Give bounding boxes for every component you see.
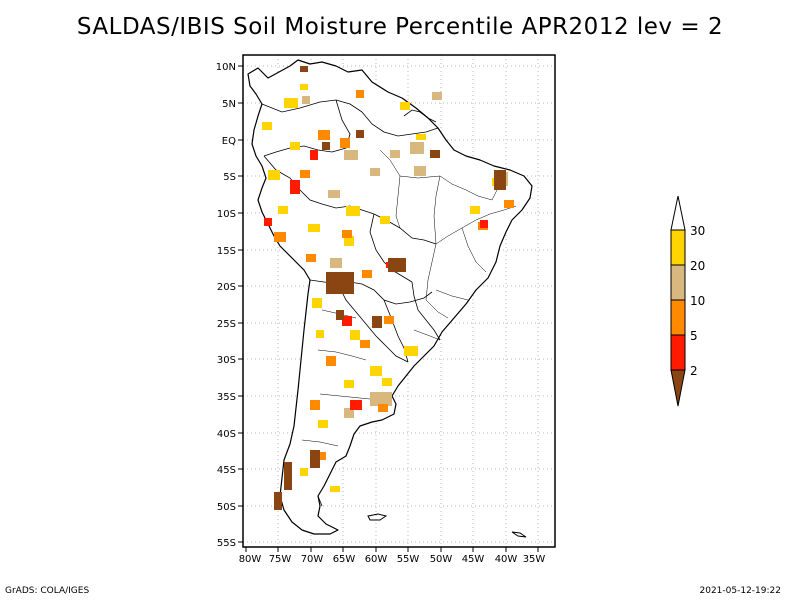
moisture-patches-yellow <box>262 84 502 492</box>
colorbar-segment-20-30 <box>670 229 686 266</box>
colorbar-bottom-arrow <box>670 369 686 407</box>
lat-label: 10N <box>216 62 236 73</box>
plot-frame <box>242 54 556 548</box>
lon-label: 65W <box>333 554 356 565</box>
colorbar-label: 30 <box>690 224 705 238</box>
footer-credit: GrADS: COLA/IGES <box>5 586 90 596</box>
lat-label: 45S <box>217 465 236 476</box>
lon-label: 40W <box>495 554 518 565</box>
colorbar <box>670 195 686 407</box>
lat-label: 15S <box>217 246 236 257</box>
lat-label: 20S <box>217 282 236 293</box>
islands <box>367 513 527 538</box>
lon-label: 75W <box>269 554 292 565</box>
footer-timestamp: 2021-05-12-19:22 <box>699 586 782 596</box>
colorbar-label: 2 <box>690 364 698 378</box>
longitude-labels: 80W 75W 70W 65W 60W 55W 50W 45W 40W 35W <box>239 554 546 565</box>
colorbar-top-arrow <box>670 195 686 231</box>
lat-label: 5S <box>223 172 236 183</box>
lat-label: 10S <box>217 209 236 220</box>
south-america-outline <box>247 59 533 535</box>
lon-label: 60W <box>365 554 388 565</box>
map-title: SALDAS/IBIS Soil Moisture Percentile APR… <box>76 14 724 40</box>
lon-label: 35W <box>523 554 546 565</box>
moisture-patches-brown <box>274 66 506 510</box>
colorbar-segment-5-10 <box>670 299 686 336</box>
lat-label: 40S <box>217 429 236 440</box>
lat-label: 35S <box>217 392 236 403</box>
colorbar-label: 10 <box>690 294 705 308</box>
lat-label: 30S <box>217 355 236 366</box>
colorbar-label: 5 <box>690 329 698 343</box>
colorbar-label: 20 <box>690 259 705 273</box>
lat-label: 55S <box>217 538 236 549</box>
axis-ticks <box>238 65 539 552</box>
lat-label: 50S <box>217 502 236 513</box>
lat-label: 5N <box>222 99 236 110</box>
lon-label: 55W <box>397 554 420 565</box>
colorbar-segment-2-5 <box>670 334 686 371</box>
colorbar-labels: 30 20 10 5 2 <box>690 224 705 378</box>
latitude-labels: 10N 5N EQ 5S 10S 15S 20S 25S 30S 35S 40S… <box>216 62 236 549</box>
lat-label: EQ <box>222 136 236 147</box>
lon-label: 70W <box>301 554 324 565</box>
lon-label: 80W <box>239 554 262 565</box>
lat-label: 25S <box>217 319 236 330</box>
lon-label: 50W <box>430 554 453 565</box>
colorbar-segment-10-20 <box>670 264 686 301</box>
lon-label: 45W <box>462 554 485 565</box>
